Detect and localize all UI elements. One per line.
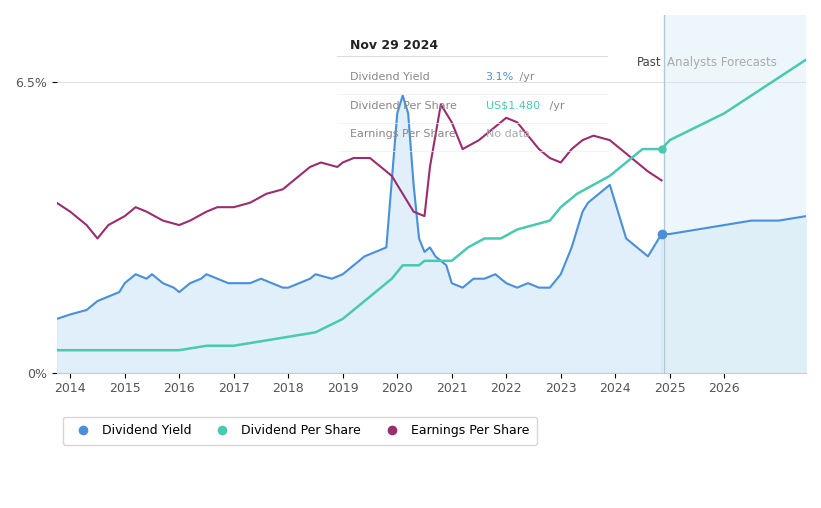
Text: 3.1%: 3.1%: [486, 72, 514, 82]
Text: /yr: /yr: [546, 101, 565, 111]
Text: Dividend Yield: Dividend Yield: [350, 72, 430, 82]
Text: Dividend Per Share: Dividend Per Share: [350, 101, 457, 111]
Text: Past: Past: [637, 56, 662, 69]
Text: Earnings Per Share: Earnings Per Share: [350, 129, 456, 139]
Text: /yr: /yr: [516, 72, 534, 82]
Text: US$1.480: US$1.480: [486, 101, 539, 111]
Bar: [664, 15, 806, 372]
Text: Analysts Forecasts: Analysts Forecasts: [667, 56, 777, 69]
Text: No data: No data: [486, 129, 530, 139]
Legend: Dividend Yield, Dividend Per Share, Earnings Per Share: Dividend Yield, Dividend Per Share, Earn…: [63, 417, 537, 445]
Text: Nov 29 2024: Nov 29 2024: [350, 39, 438, 52]
